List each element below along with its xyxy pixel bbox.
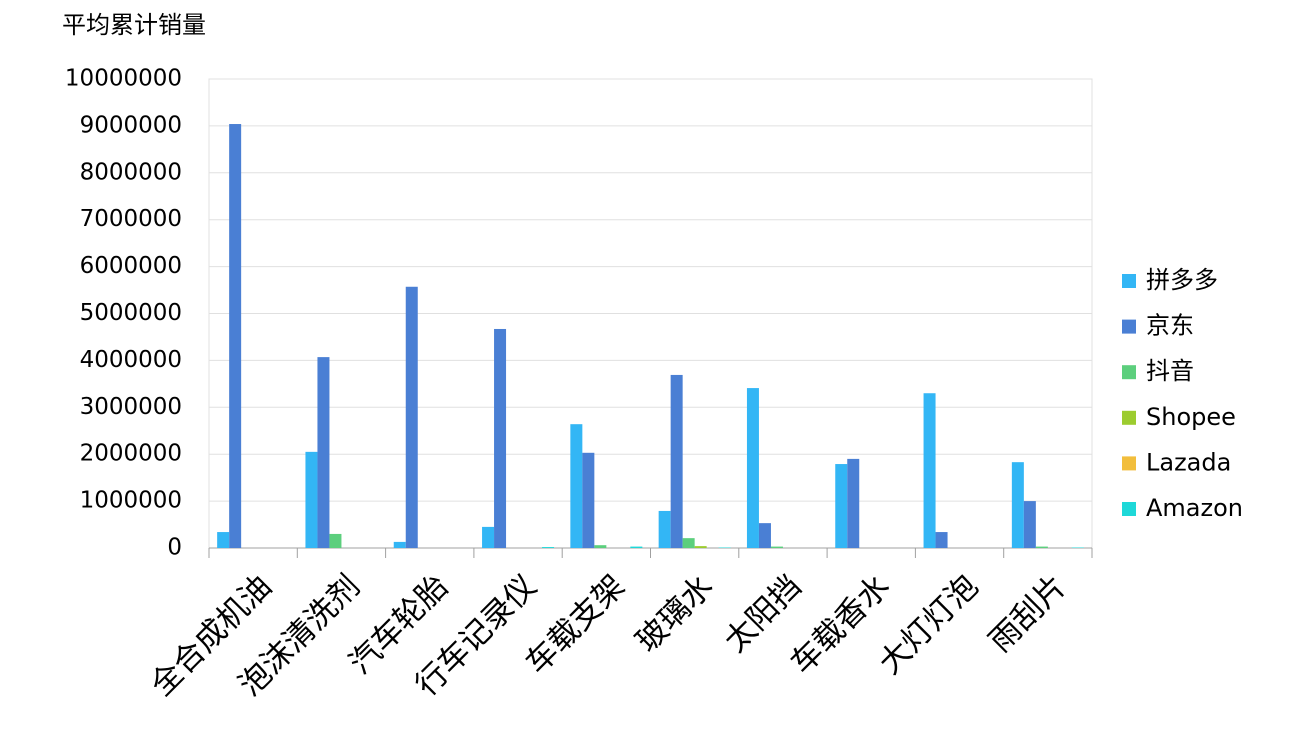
x-tick-label: 车载支架 <box>519 568 632 681</box>
y-tick-label: 9000000 <box>80 112 182 138</box>
bar <box>542 547 555 548</box>
legend-swatch <box>1122 274 1136 288</box>
bar <box>305 451 318 548</box>
y-tick-label: 2000000 <box>80 441 182 467</box>
legend-label: Lazada <box>1146 448 1231 476</box>
bar <box>935 532 948 548</box>
y-tick-label: 8000000 <box>80 159 182 185</box>
bar <box>405 286 418 548</box>
y-tick-label: 3000000 <box>80 394 182 420</box>
y-tick-label: 6000000 <box>80 253 182 279</box>
bar <box>1011 462 1024 548</box>
y-tick-label: 7000000 <box>80 206 182 232</box>
bar <box>670 374 683 548</box>
x-tick-label: 玻璃水 <box>629 568 720 659</box>
bar <box>482 526 495 548</box>
bar <box>317 357 330 548</box>
legend-swatch <box>1122 502 1136 516</box>
bar <box>770 546 783 548</box>
bar <box>682 538 695 548</box>
x-tick-label: 雨刮片 <box>982 568 1073 659</box>
y-tick-label: 10000000 <box>65 66 182 92</box>
bar <box>570 424 583 548</box>
bar <box>835 464 848 548</box>
y-tick-label: 5000000 <box>80 300 182 326</box>
legend-label: 京东 <box>1146 312 1194 340</box>
bar <box>658 510 671 548</box>
bar <box>229 124 242 549</box>
bar <box>847 458 860 548</box>
legend-label: Amazon <box>1146 494 1243 522</box>
y-axis-title: 平均累计销量 <box>62 11 206 39</box>
bar <box>746 388 759 548</box>
bar <box>923 393 936 548</box>
y-tick-label: 1000000 <box>80 488 182 514</box>
legend-label: 拼多多 <box>1146 266 1218 294</box>
legend-swatch <box>1122 456 1136 471</box>
bar <box>494 328 507 548</box>
bar <box>594 545 607 548</box>
bar <box>1035 546 1048 548</box>
bar <box>694 546 707 548</box>
y-tick-label: 0 <box>167 535 182 561</box>
bar <box>758 523 771 548</box>
legend-swatch <box>1122 319 1136 334</box>
legend-label: 抖音 <box>1146 357 1194 385</box>
legend-label: Shopee <box>1146 403 1236 431</box>
bar <box>630 546 643 548</box>
bar <box>393 541 406 548</box>
bar <box>217 532 230 548</box>
legend-swatch <box>1122 365 1136 380</box>
legend-swatch <box>1122 410 1136 425</box>
bar <box>582 452 595 548</box>
bar <box>329 533 342 548</box>
bar <box>1023 501 1036 548</box>
y-tick-label: 4000000 <box>80 347 182 373</box>
x-tick-label: 大灯灯泡 <box>872 568 985 681</box>
